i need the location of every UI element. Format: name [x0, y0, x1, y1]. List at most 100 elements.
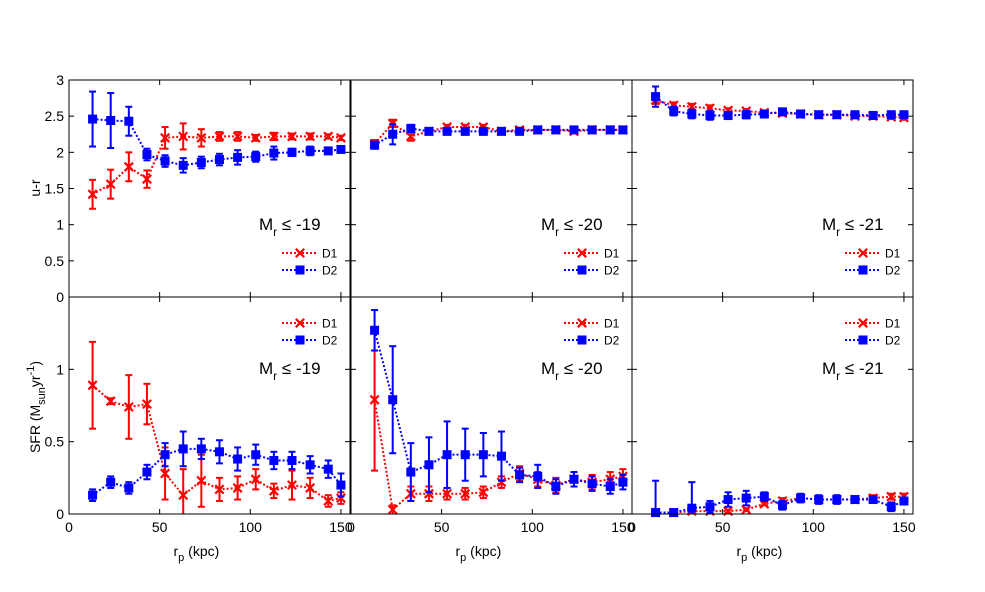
data-point [687, 109, 697, 119]
data-point [251, 450, 261, 460]
data-point [723, 495, 733, 505]
data-point [214, 155, 224, 165]
data-point [533, 125, 543, 135]
data-point-b [87, 380, 98, 391]
data-point-b [232, 131, 243, 142]
data-point [569, 474, 579, 484]
legend-item-d1: D1 [282, 317, 338, 331]
legend-marker [295, 335, 305, 345]
data-point-b [178, 131, 189, 142]
data-point-b [105, 396, 116, 407]
data-point [106, 116, 116, 126]
legend-marker [295, 265, 305, 275]
data-point-b [423, 488, 434, 499]
data-point-b [287, 131, 297, 142]
data-point [196, 444, 206, 454]
data-point [268, 131, 279, 142]
legend-marker [858, 318, 868, 328]
data-point [335, 132, 346, 143]
data-point [406, 123, 416, 133]
data-point-b [460, 488, 471, 499]
y-tick-label: 2.5 [45, 108, 65, 124]
data-point [777, 500, 787, 510]
data-point [142, 150, 152, 160]
panel-frame [350, 79, 633, 298]
x-tick-label: 50 [434, 519, 450, 535]
legend-label: D1 [885, 317, 901, 331]
data-point [605, 482, 615, 492]
data-point-b [232, 482, 243, 493]
data-point [886, 491, 897, 502]
data-point [268, 485, 279, 496]
y-axis-label-top: u-r [27, 179, 43, 196]
data-point-b [478, 487, 489, 498]
y-tick-label: 0.5 [45, 253, 65, 269]
data-point [124, 483, 134, 493]
legend-marker [577, 248, 587, 258]
data-point [759, 109, 769, 119]
x-axis-label: rp (kpc) [174, 543, 220, 564]
data-point [832, 495, 842, 505]
x-tick-label: 0 [347, 519, 355, 535]
legend-item-d1: D1 [282, 247, 338, 261]
legend-marker [295, 318, 305, 328]
data-point [741, 504, 752, 515]
data-point [233, 152, 243, 162]
data-point [618, 125, 628, 135]
data-point [160, 132, 171, 143]
x-tick-label: 0 [628, 519, 636, 535]
legend-item-d2: D2 [845, 264, 901, 278]
data-point [460, 488, 471, 499]
y-tick-label: 2 [56, 144, 64, 160]
data-point [105, 179, 116, 190]
data-point [551, 482, 561, 492]
data-point [533, 471, 543, 481]
data-point [178, 131, 189, 142]
data-point [651, 508, 661, 518]
data-point [587, 479, 597, 489]
data-point [515, 126, 525, 136]
series-line [91, 447, 342, 497]
data-point [336, 480, 346, 490]
data-point [796, 493, 806, 503]
x-axis-label: rp (kpc) [456, 543, 502, 564]
data-point [832, 110, 842, 120]
data-point [496, 126, 506, 136]
data-point [423, 488, 434, 499]
data-point [323, 146, 333, 156]
legend-item-d1: D1 [845, 317, 901, 331]
data-point [214, 484, 225, 495]
data-point [886, 110, 896, 120]
data-point [323, 496, 334, 506]
data-point [105, 396, 116, 407]
panel-label: Mr ≤ -19 [259, 215, 321, 239]
x-axis-label: rp (kpc) [737, 543, 783, 564]
data-point [705, 502, 715, 512]
series-d2 [651, 479, 909, 518]
data-point [388, 395, 398, 405]
data-point-b [268, 485, 279, 496]
legend-label: D2 [322, 264, 338, 278]
data-point [335, 493, 346, 504]
data-point-b [196, 475, 207, 486]
legend-item-d2: D2 [845, 334, 901, 348]
data-point [460, 450, 470, 460]
data-point [250, 132, 261, 143]
data-point [196, 132, 207, 143]
data-point-b [141, 399, 152, 410]
data-point [814, 110, 824, 120]
y-tick-label: 3 [56, 72, 64, 88]
legend-item-d1: D1 [564, 247, 620, 261]
panel-label: Mr ≤ -20 [541, 359, 603, 383]
x-tick-label: 150 [329, 519, 353, 535]
legend-marker-b [577, 318, 587, 328]
legend-marker-b [295, 248, 305, 258]
panel-frame [631, 296, 914, 515]
data-point-b [305, 131, 316, 142]
data-point [478, 126, 488, 136]
legend-item-d2: D2 [282, 264, 338, 278]
data-point [370, 325, 380, 335]
data-point-b [178, 490, 189, 501]
legend-marker-b [295, 318, 305, 328]
